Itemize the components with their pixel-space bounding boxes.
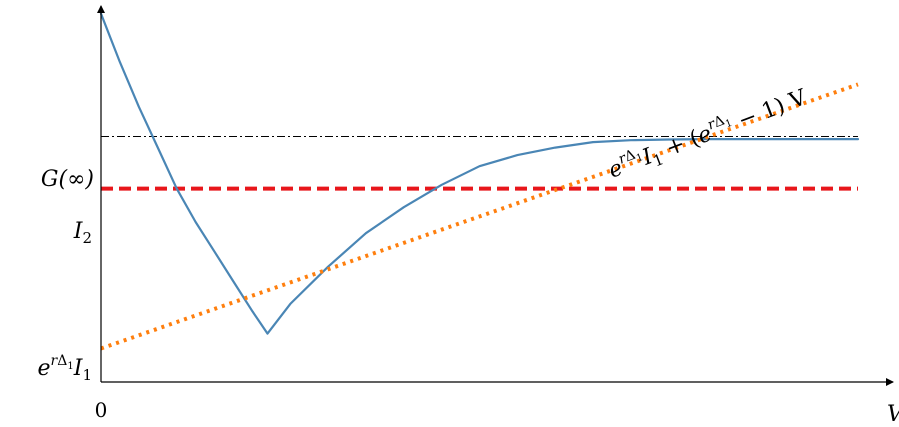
x-axis-label: V [887, 402, 899, 427]
orange-dotted-line [100, 82, 859, 351]
svg-text:erΔ1I1: erΔ1I1 [38, 353, 92, 384]
y-tick-label-initial: erΔ1I1 [38, 353, 92, 384]
y-tick-label-i2: I2 [73, 219, 92, 247]
y-tick-label-g-infinity: G(∞) [41, 167, 94, 192]
blue-curve [99, 12, 860, 335]
orange-line-annotation: erΔ1I1 + (erΔ1 − 1) V [604, 82, 812, 186]
x-tick-label-0: 0 [95, 398, 108, 422]
svg-text:I2: I2 [73, 219, 92, 247]
svg-text:erΔ1I1 + (erΔ1 − 1) V: erΔ1I1 + (erΔ1 − 1) V [604, 82, 812, 186]
svg-text:G(∞): G(∞) [41, 167, 94, 192]
